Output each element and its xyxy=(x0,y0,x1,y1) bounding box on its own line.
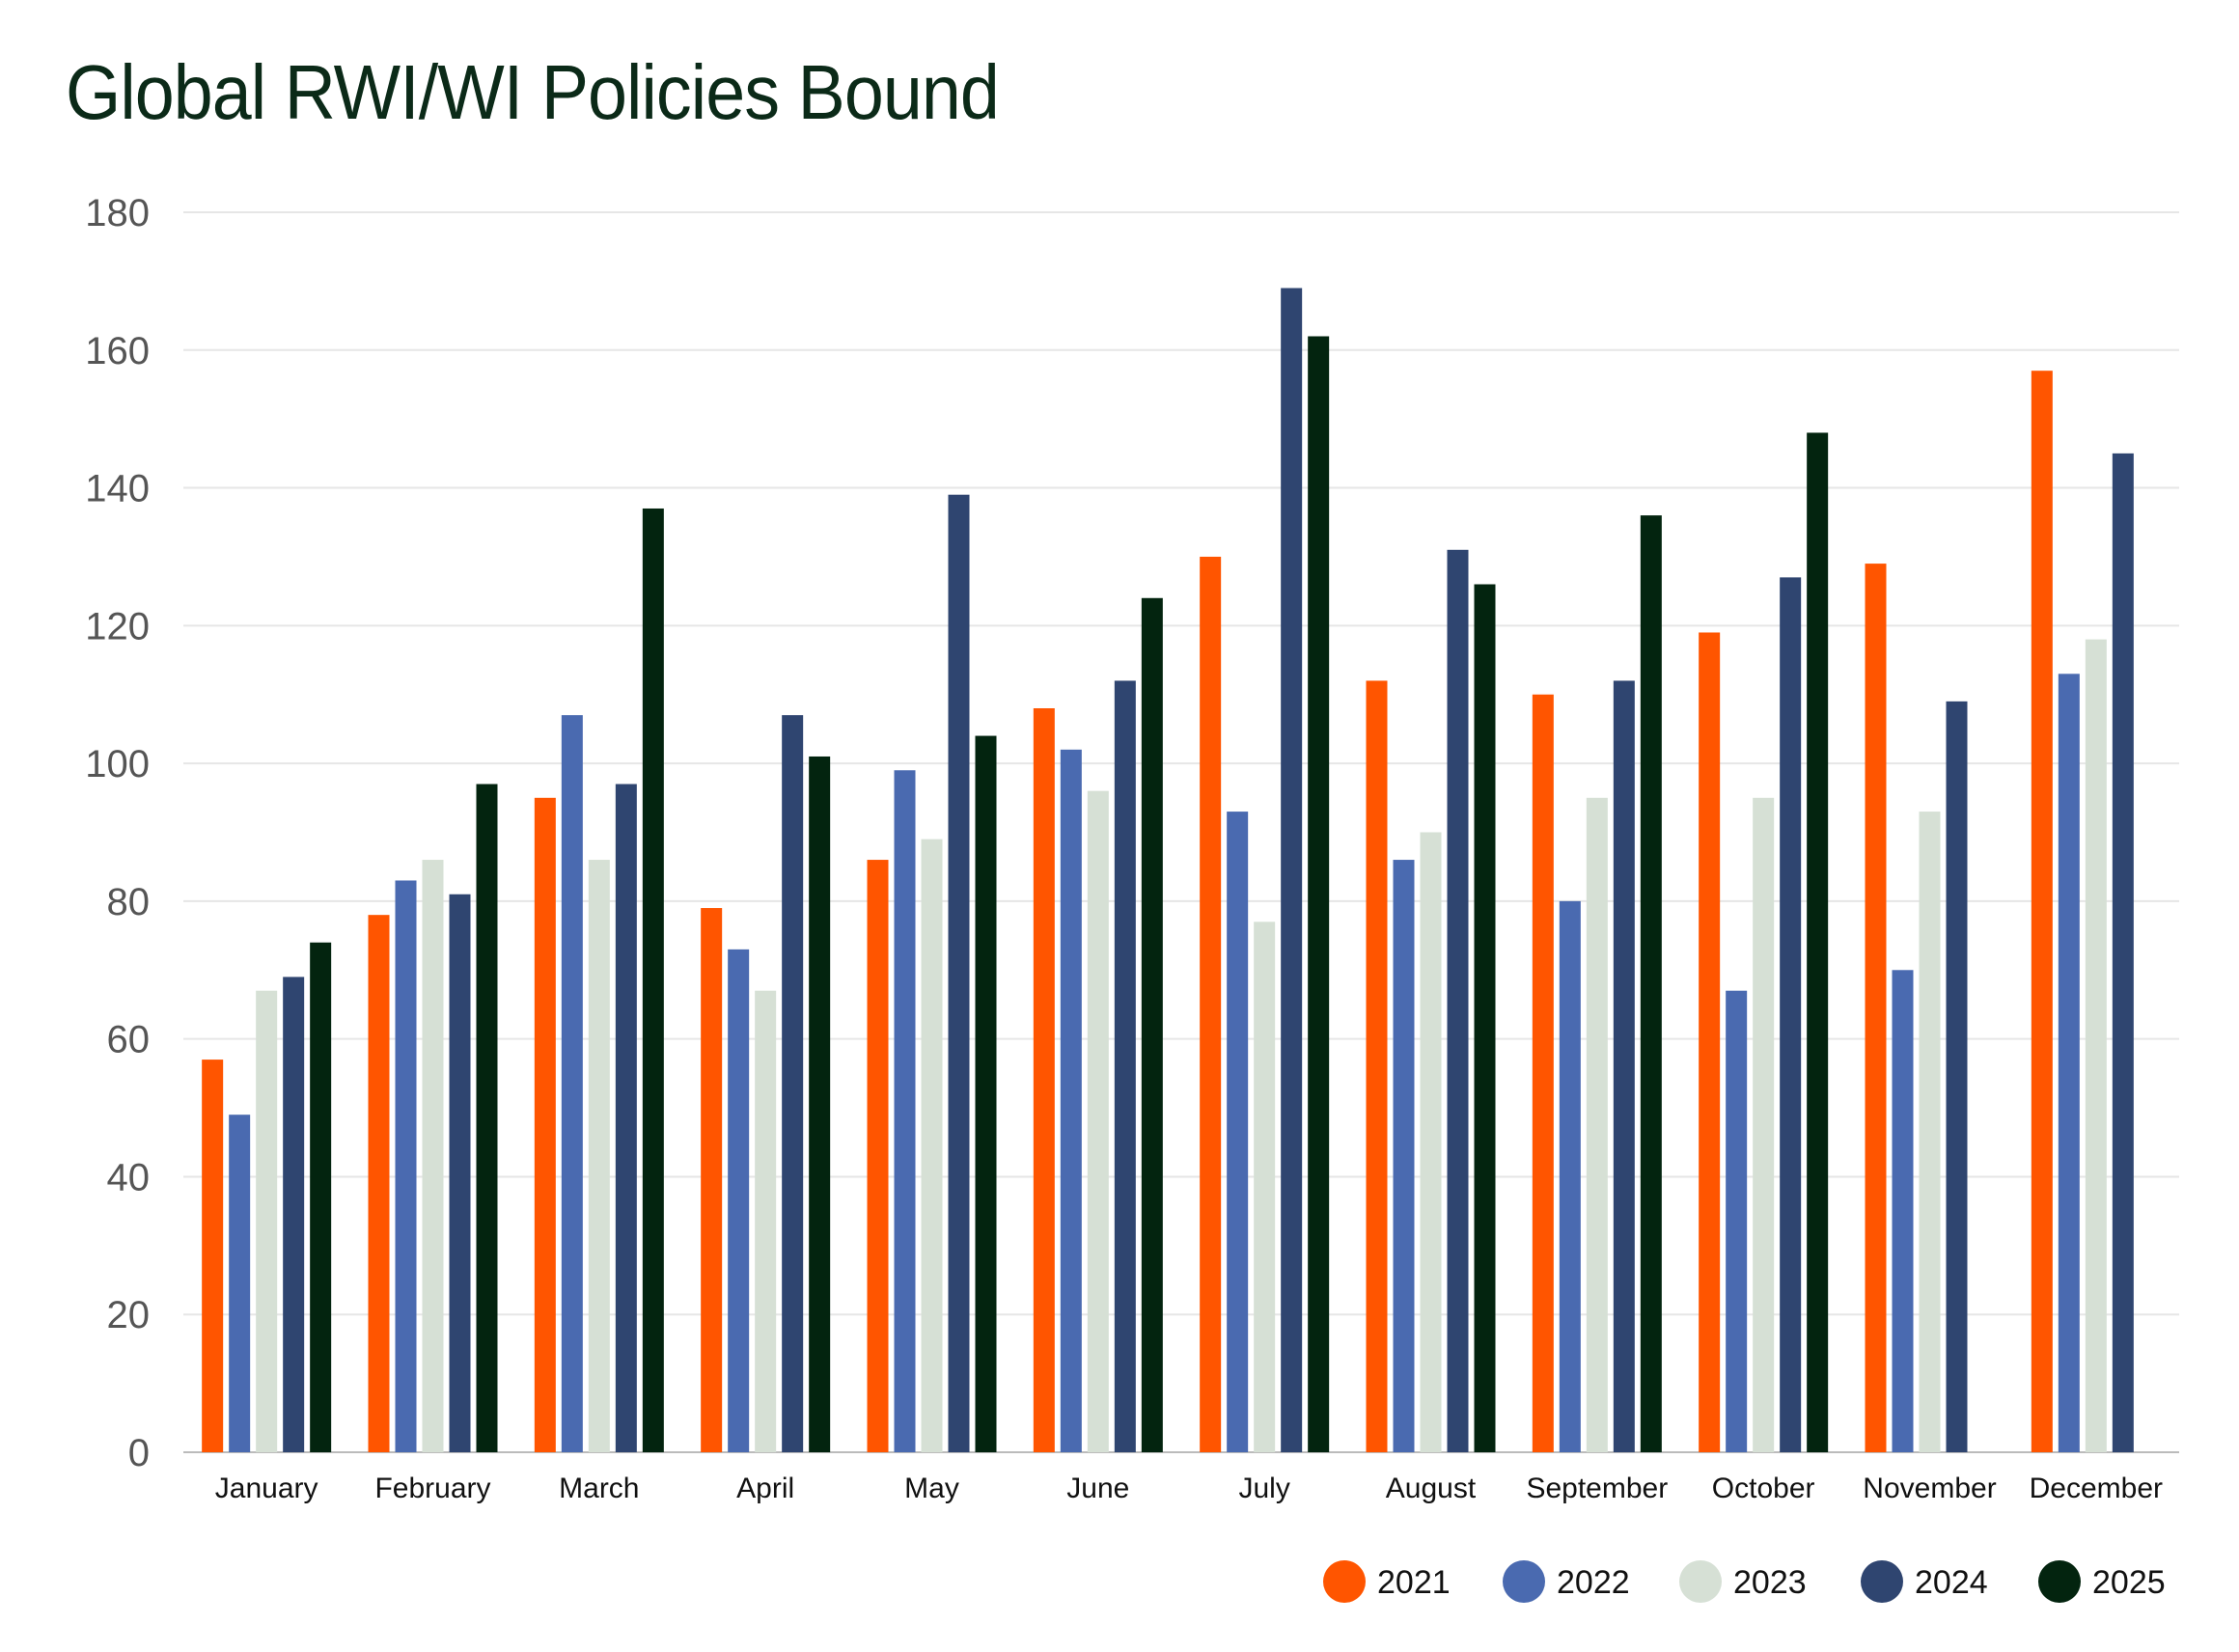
legend-marker-2023 xyxy=(1679,1560,1722,1603)
y-tick-label: 40 xyxy=(107,1156,151,1198)
bar-2022-may xyxy=(894,770,916,1452)
bar-2022-november xyxy=(1892,970,1914,1452)
bar-2025-october xyxy=(1807,432,1829,1452)
bar-2025-january xyxy=(310,942,332,1452)
bar-2025-july xyxy=(1308,336,1330,1452)
bar-2021-june xyxy=(1033,708,1055,1452)
bar-2025-august xyxy=(1474,584,1496,1452)
y-tick-label: 0 xyxy=(128,1432,150,1474)
bar-2022-april xyxy=(728,949,750,1452)
x-tick-label: May xyxy=(904,1473,959,1504)
bar-2025-may xyxy=(975,735,997,1452)
bar-2021-july xyxy=(1200,556,1222,1452)
y-tick-label: 180 xyxy=(85,192,150,234)
y-tick-label: 160 xyxy=(85,330,150,372)
y-tick-label: 80 xyxy=(107,881,151,923)
bar-2023-june xyxy=(1087,790,1109,1452)
x-tick-label: September xyxy=(1526,1473,1668,1504)
bar-2024-september xyxy=(1613,680,1635,1452)
bar-2023-february xyxy=(422,860,444,1452)
bar-2025-september xyxy=(1640,515,1662,1452)
bar-2021-february xyxy=(368,915,390,1452)
bar-2022-december xyxy=(2058,674,2080,1452)
bar-2022-august xyxy=(1393,860,1415,1452)
x-tick-label: July xyxy=(1238,1473,1289,1504)
x-tick-label: November xyxy=(1863,1473,1996,1504)
bar-2021-december xyxy=(2031,371,2053,1452)
bar-2023-november xyxy=(1919,812,1941,1452)
bar-2024-april xyxy=(782,715,804,1452)
bar-2021-october xyxy=(1699,632,1721,1452)
bar-2024-january xyxy=(283,977,305,1452)
legend-marker-2021 xyxy=(1323,1560,1366,1603)
bar-2022-january xyxy=(229,1115,251,1452)
bar-2021-august xyxy=(1366,680,1388,1452)
y-tick-label: 100 xyxy=(85,743,150,785)
bar-2024-may xyxy=(948,494,970,1452)
bar-2024-june xyxy=(1114,680,1136,1452)
bar-2024-november xyxy=(1946,701,1968,1452)
bar-2024-february xyxy=(449,894,471,1452)
bar-2021-march xyxy=(534,797,556,1452)
legend-label-2021: 2021 xyxy=(1377,1564,1451,1601)
x-tick-label: August xyxy=(1386,1473,1477,1504)
bar-2022-march xyxy=(561,715,583,1452)
legend-marker-2022 xyxy=(1503,1560,1545,1603)
bar-2023-july xyxy=(1254,922,1276,1452)
bar-2023-december xyxy=(2085,639,2107,1452)
bar-2021-april xyxy=(701,908,723,1452)
bar-2023-october xyxy=(1753,797,1775,1452)
bar-2023-september xyxy=(1586,797,1608,1452)
x-tick-label: February xyxy=(374,1473,490,1504)
y-tick-label: 60 xyxy=(107,1019,151,1061)
bar-2022-june xyxy=(1060,749,1082,1452)
y-tick-label: 140 xyxy=(85,468,150,510)
bar-2021-november xyxy=(1865,564,1887,1452)
legend-marker-2024 xyxy=(1861,1560,1903,1603)
bar-2024-october xyxy=(1780,577,1802,1452)
x-tick-label: October xyxy=(1712,1473,1815,1504)
bar-2024-december xyxy=(2112,453,2134,1453)
bar-2024-july xyxy=(1281,288,1303,1452)
bar-2023-august xyxy=(1420,832,1442,1452)
legend-label-2023: 2023 xyxy=(1733,1564,1807,1601)
bar-2021-may xyxy=(867,860,889,1452)
x-tick-label: March xyxy=(559,1473,639,1504)
bar-2022-february xyxy=(395,880,417,1452)
bar-2025-april xyxy=(809,756,831,1452)
y-tick-label: 120 xyxy=(85,605,150,647)
bar-2025-june xyxy=(1141,597,1163,1452)
bar-2024-august xyxy=(1447,549,1469,1452)
bar-2021-september xyxy=(1532,694,1554,1452)
bar-2023-march xyxy=(588,860,610,1452)
bar-2021-january xyxy=(202,1060,224,1452)
bar-2025-march xyxy=(642,508,664,1452)
legend-marker-2025 xyxy=(2038,1560,2081,1603)
bar-2025-february xyxy=(476,784,498,1452)
legend-label-2024: 2024 xyxy=(1915,1564,1988,1601)
bar-2023-april xyxy=(755,990,777,1452)
bar-2022-september xyxy=(1559,900,1581,1452)
bar-2023-may xyxy=(921,839,943,1452)
x-tick-label: June xyxy=(1066,1473,1129,1504)
legend-label-2022: 2022 xyxy=(1557,1564,1630,1601)
y-tick-label: 20 xyxy=(107,1294,151,1336)
x-tick-label: December xyxy=(2030,1473,2163,1504)
bar-2022-july xyxy=(1227,812,1249,1452)
x-tick-label: April xyxy=(736,1473,794,1504)
chart-title: Global RWI/WI Policies Bound xyxy=(66,49,1000,135)
x-tick-label: January xyxy=(215,1473,318,1504)
bar-2023-january xyxy=(256,990,278,1452)
bar-2022-october xyxy=(1726,990,1748,1452)
bar-2024-march xyxy=(615,784,637,1452)
legend-label-2025: 2025 xyxy=(2092,1564,2166,1601)
